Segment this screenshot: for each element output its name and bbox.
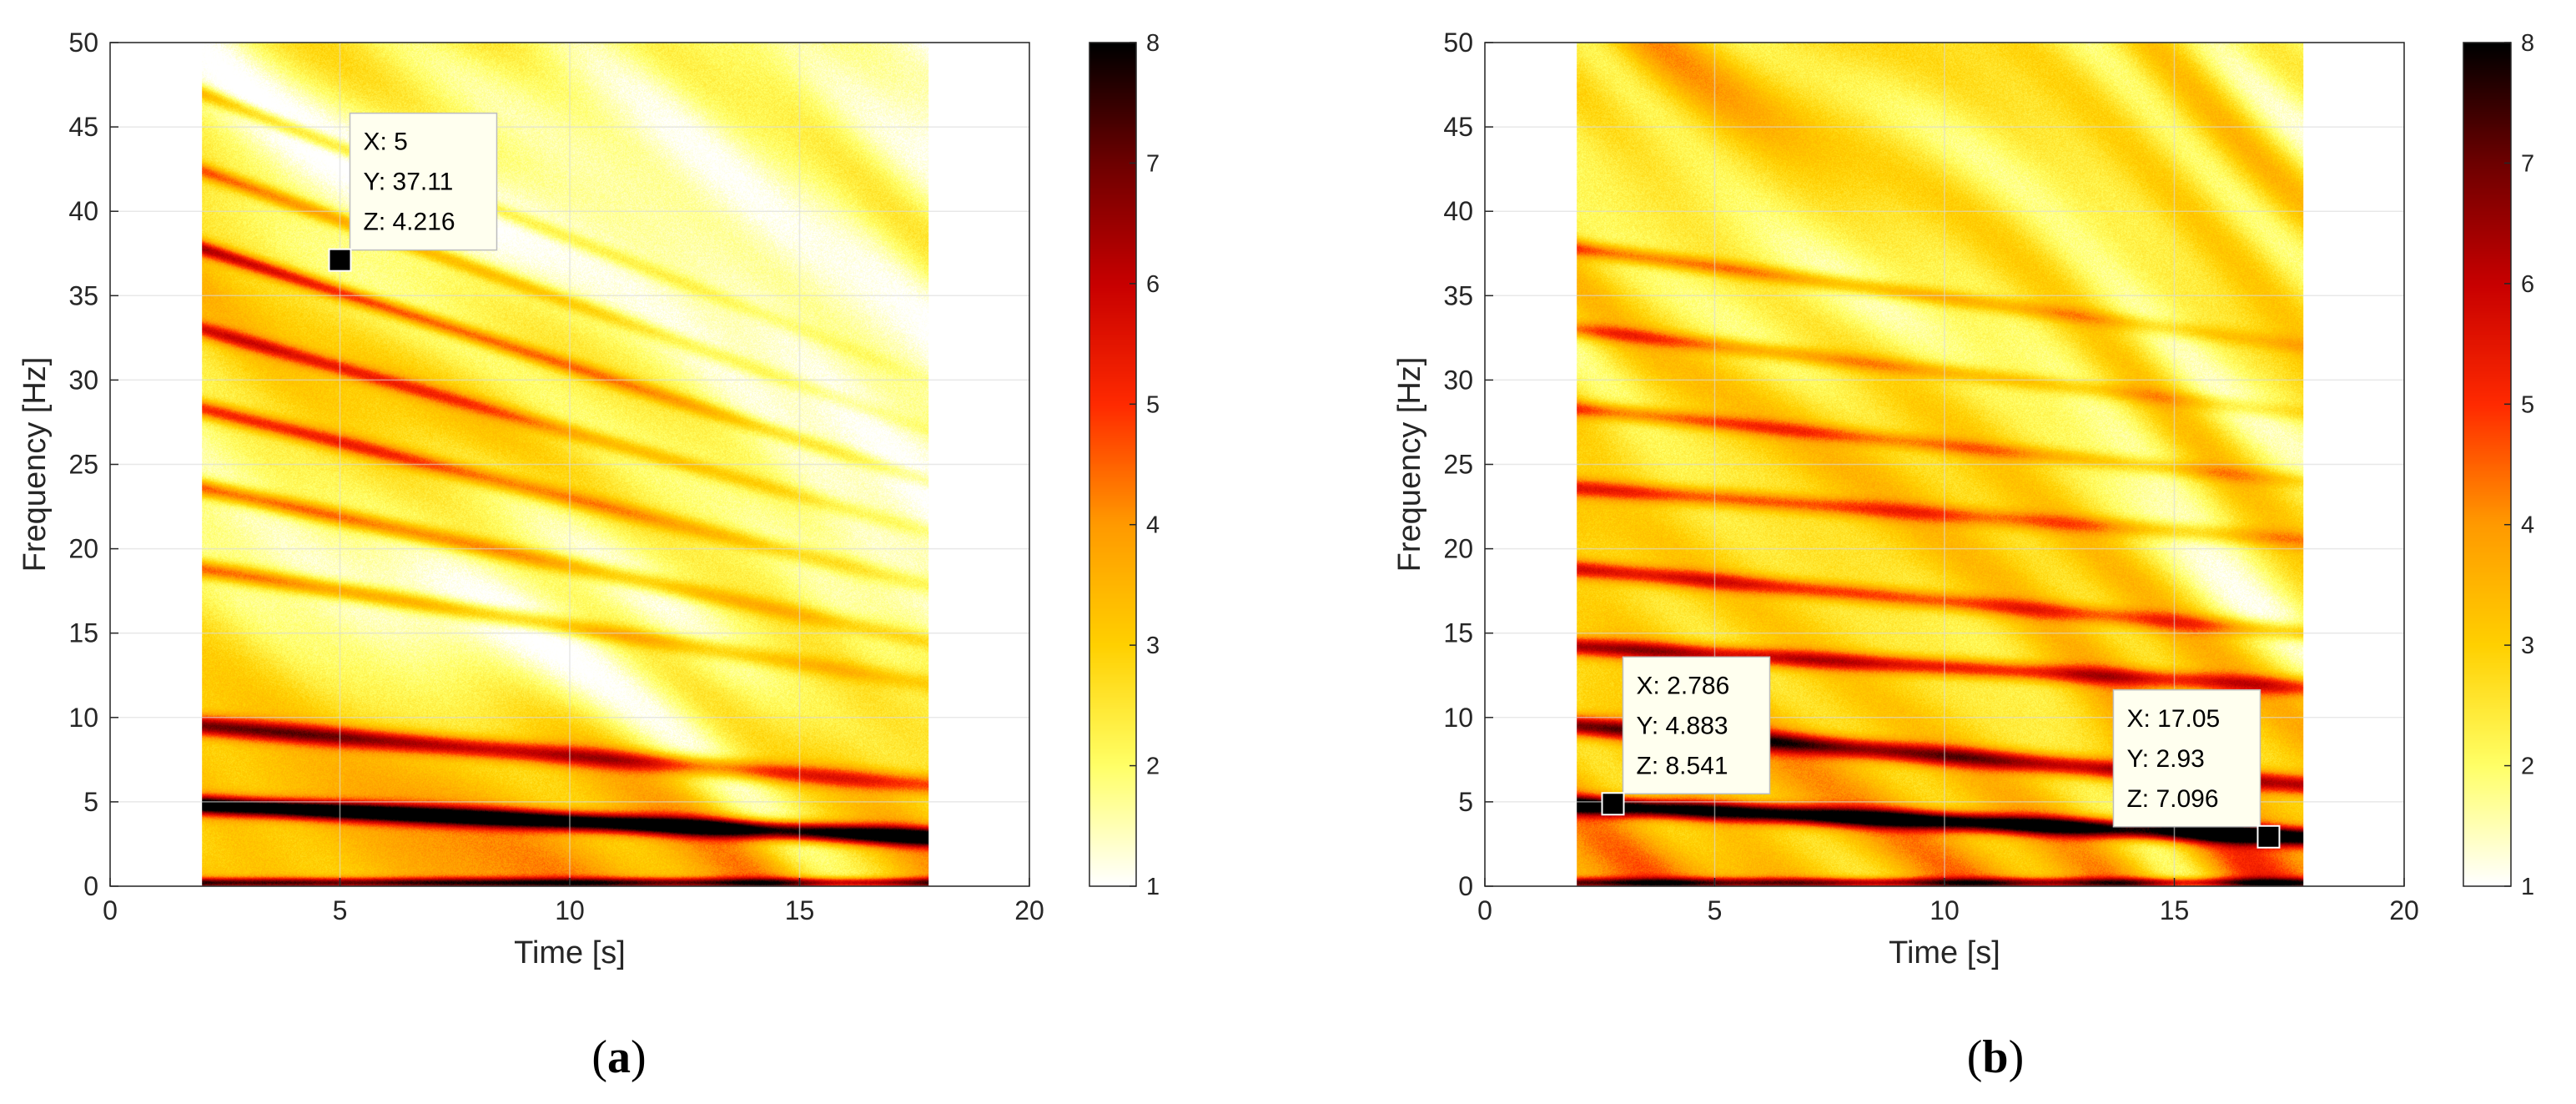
colorbar-tick-label: 2	[2521, 754, 2534, 780]
x-tick-label: 20	[2389, 895, 2419, 925]
colorbar-tick-label: 5	[1146, 391, 1160, 418]
datatip[interactable]: X: 17.05 Y: 2.93 Z: 7.096	[2112, 689, 2281, 849]
y-tick-label: 0	[83, 871, 98, 901]
y-tick-label: 15	[1443, 618, 1473, 648]
panel-caption: (a)	[591, 1031, 646, 1083]
datatip-box	[1622, 656, 1771, 795]
x-axis-label: Time [s]	[514, 935, 626, 970]
y-tick-label: 35	[1443, 280, 1473, 310]
datatip-text: Z: 8.541	[1637, 752, 1728, 779]
y-tick-label: 10	[68, 703, 98, 733]
colorbar-tick-label: 1	[2521, 874, 2534, 900]
datatip-text: Z: 7.096	[2126, 785, 2218, 813]
colorbar-tick-label: 2	[1146, 754, 1160, 780]
y-tick-label: 30	[1443, 365, 1473, 395]
x-tick-label: 0	[103, 895, 118, 925]
y-tick-label: 0	[1458, 871, 1473, 901]
datatip-text: X: 5	[364, 129, 408, 156]
colorbar-tick-label: 8	[1146, 30, 1160, 57]
y-tick-label: 30	[68, 365, 98, 395]
panel-caption-letter: a	[607, 1031, 631, 1083]
y-tick-label: 40	[68, 196, 98, 226]
datatip-marker[interactable]	[1601, 792, 1625, 816]
datatip-text: Y: 37.11	[364, 169, 454, 196]
colorbar-tick-label: 4	[2521, 512, 2534, 539]
y-axis-label: Frequency [Hz]	[18, 357, 53, 572]
datatip-box	[349, 112, 498, 251]
colorbar-tick-label: 3	[2521, 633, 2534, 659]
panel-caption: (b)	[1967, 1031, 2024, 1083]
y-tick-label: 5	[83, 787, 98, 817]
y-tick-label: 5	[1458, 787, 1473, 817]
colorbar-tick-label: 5	[2521, 391, 2534, 418]
y-tick-label: 10	[1443, 703, 1473, 733]
y-tick-label: 45	[1443, 112, 1473, 142]
datatip-marker[interactable]	[2257, 824, 2281, 849]
y-tick-label: 45	[68, 112, 98, 142]
colorbar-tick-label: 8	[2521, 30, 2534, 57]
x-tick-label: 20	[1014, 895, 1044, 925]
colorbar-tick-label: 6	[1146, 271, 1160, 298]
y-tick-label: 50	[68, 28, 98, 58]
x-tick-label: 10	[555, 895, 585, 925]
colorbar-tick-label: 1	[1146, 874, 1160, 900]
datatip[interactable]: X: 2.786 Y: 4.883 Z: 8.541	[1601, 656, 1771, 816]
x-tick-label: 5	[333, 895, 348, 925]
colorbar-tick-label: 7	[2521, 150, 2534, 177]
datatip-text: Y: 4.883	[1637, 712, 1728, 739]
datatip-text: X: 17.05	[2126, 705, 2220, 733]
y-tick-label: 15	[68, 618, 98, 648]
colorbar	[2463, 43, 2511, 886]
x-axis-label: Time [s]	[1889, 935, 2000, 970]
x-tick-label: 15	[2160, 895, 2190, 925]
colorbar-tick-label: 6	[2521, 271, 2534, 298]
colorbar-tick-label: 4	[1146, 512, 1160, 539]
colorbar	[1089, 43, 1136, 886]
colorbar-box	[1089, 42, 1137, 887]
datatip-marker[interactable]	[328, 248, 352, 272]
x-tick-label: 15	[785, 895, 815, 925]
y-tick-label: 20	[1443, 534, 1473, 564]
colorbar-tick-label: 3	[1146, 633, 1160, 659]
datatip-text: X: 2.786	[1637, 672, 1730, 699]
colorbar-tick-label: 7	[1146, 150, 1160, 177]
y-axis-label: Frequency [Hz]	[1392, 357, 1427, 572]
colorbar-box	[2463, 42, 2512, 887]
datatip-box	[2112, 689, 2262, 828]
datatip-text: Z: 4.216	[364, 209, 455, 236]
datatip[interactable]: X: 5 Y: 37.11 Z: 4.216	[328, 112, 498, 272]
panel-caption-letter: b	[1982, 1031, 2008, 1083]
datatip-text: Y: 2.93	[2126, 745, 2204, 773]
x-tick-label: 0	[1477, 895, 1492, 925]
y-tick-label: 20	[68, 534, 98, 564]
y-tick-label: 50	[1443, 28, 1473, 58]
y-tick-label: 25	[68, 450, 98, 480]
x-tick-label: 10	[1929, 895, 1960, 925]
y-tick-label: 25	[1443, 450, 1473, 480]
y-tick-label: 40	[1443, 196, 1473, 226]
y-tick-label: 35	[68, 280, 98, 310]
x-tick-label: 5	[1708, 895, 1723, 925]
